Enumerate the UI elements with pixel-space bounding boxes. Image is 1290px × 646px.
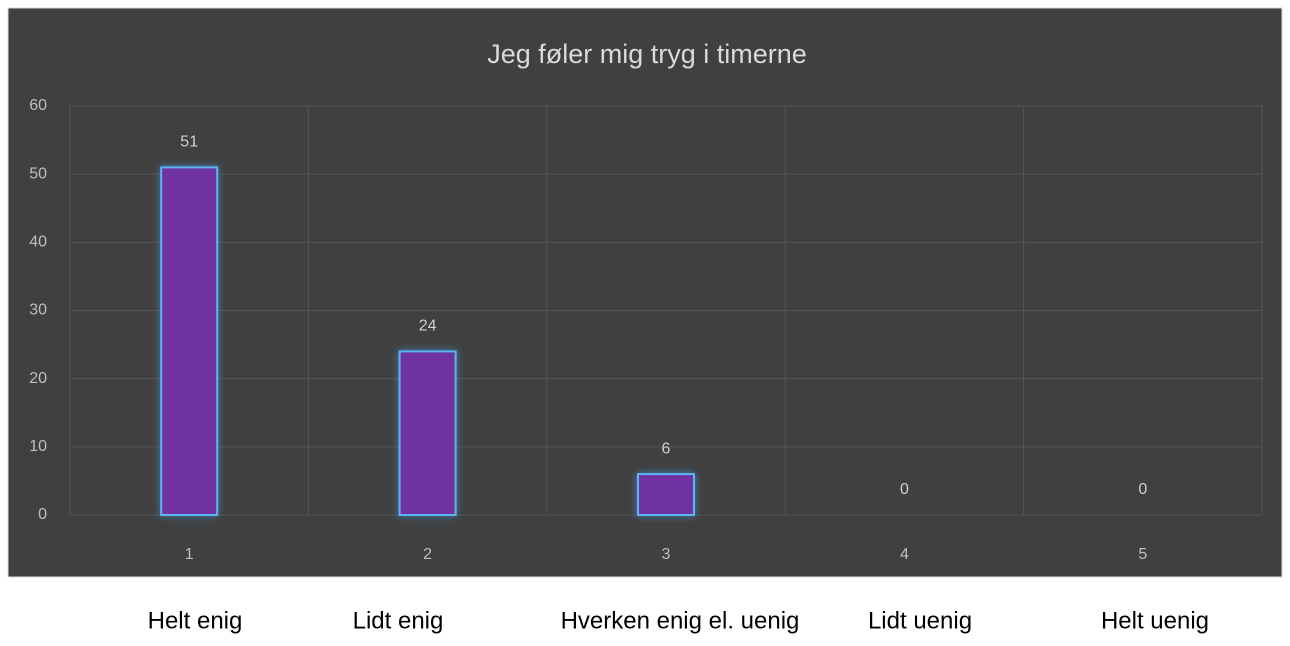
x-tick-label: 4 <box>900 546 909 563</box>
y-tick-label: 30 <box>29 302 47 319</box>
y-tick-label: 20 <box>29 370 47 387</box>
category-description: Hverken enig el. uenig <box>561 607 800 634</box>
chart-title: Jeg føler mig tryg i timerne <box>487 39 807 69</box>
data-label: 6 <box>662 440 671 457</box>
category-description: Helt enig <box>148 607 243 634</box>
category-description: Helt uenig <box>1101 607 1209 634</box>
data-label: 0 <box>900 481 909 498</box>
bar <box>160 166 219 516</box>
x-tick-label: 1 <box>185 546 194 563</box>
bar <box>398 350 457 516</box>
x-tick-label: 2 <box>423 546 432 563</box>
y-tick-label: 10 <box>29 438 47 455</box>
x-tick-label: 3 <box>662 546 671 563</box>
data-label: 24 <box>419 318 437 335</box>
x-tick-label: 5 <box>1138 546 1147 563</box>
data-label: 0 <box>1138 481 1147 498</box>
y-tick-label: 0 <box>38 506 47 523</box>
y-tick-label: 50 <box>29 165 47 182</box>
data-label: 51 <box>180 134 198 151</box>
y-tick-label: 60 <box>29 97 47 114</box>
bar <box>637 473 695 517</box>
y-tick-label: 40 <box>29 234 47 251</box>
category-description: Lidt enig <box>353 607 444 634</box>
category-description: Lidt uenig <box>868 607 972 634</box>
